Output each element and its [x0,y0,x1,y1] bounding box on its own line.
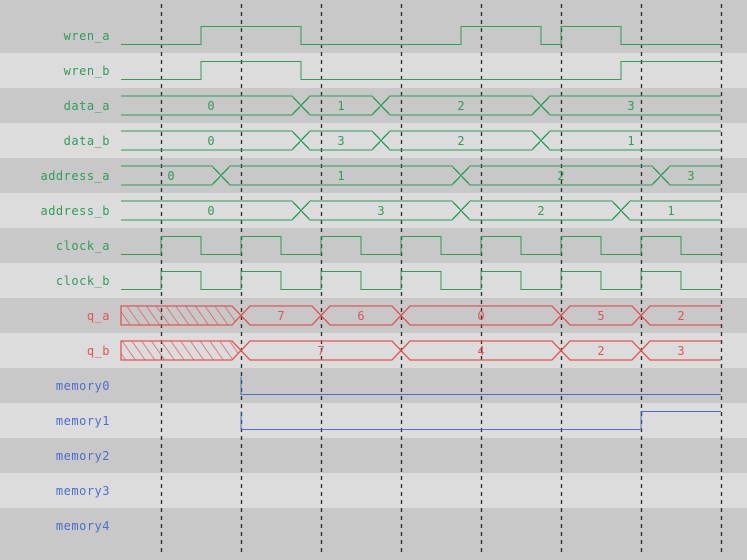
row-band-memory2 [0,438,747,473]
row-band-memory4 [0,508,747,543]
row-band-memory1 [0,403,747,438]
signal-label-memory4[interactable]: memory4 [55,518,110,533]
signal-label-wren_a[interactable]: wren_a [63,28,110,43]
row-band-wren_a [0,18,747,53]
signal-label-memory1[interactable]: memory1 [55,413,110,428]
signal-label-memory3[interactable]: memory3 [55,483,110,498]
signal-label-q_b[interactable]: q_b [86,343,110,358]
signal-label-address_b[interactable]: address_b [40,203,110,218]
signal-label-data_a[interactable]: data_a [63,98,110,113]
row-band-clock_b [0,263,747,298]
row-band-address_a [0,158,747,193]
signal-label-clock_a[interactable]: clock_a [55,238,110,253]
row-band-data_a [0,88,747,123]
row-band-q_b [0,333,747,368]
signal-label-memory2[interactable]: memory2 [55,448,110,463]
signal-label-clock_b[interactable]: clock_b [55,273,110,288]
signal-label-wren_b[interactable]: wren_b [63,63,110,78]
signal-label-address_a[interactable]: address_a [40,168,110,183]
row-band-memory0 [0,368,747,403]
row-band-address_b [0,193,747,228]
row-band-memory3 [0,473,747,508]
row-band-clock_a [0,228,747,263]
signal-label-data_b[interactable]: data_b [63,133,110,148]
signal-label-memory0[interactable]: memory0 [55,378,110,393]
row-band-wren_b [0,53,747,88]
row-band-data_b [0,123,747,158]
row-band-q_a [0,298,747,333]
signal-label-q_a[interactable]: q_a [86,308,110,323]
